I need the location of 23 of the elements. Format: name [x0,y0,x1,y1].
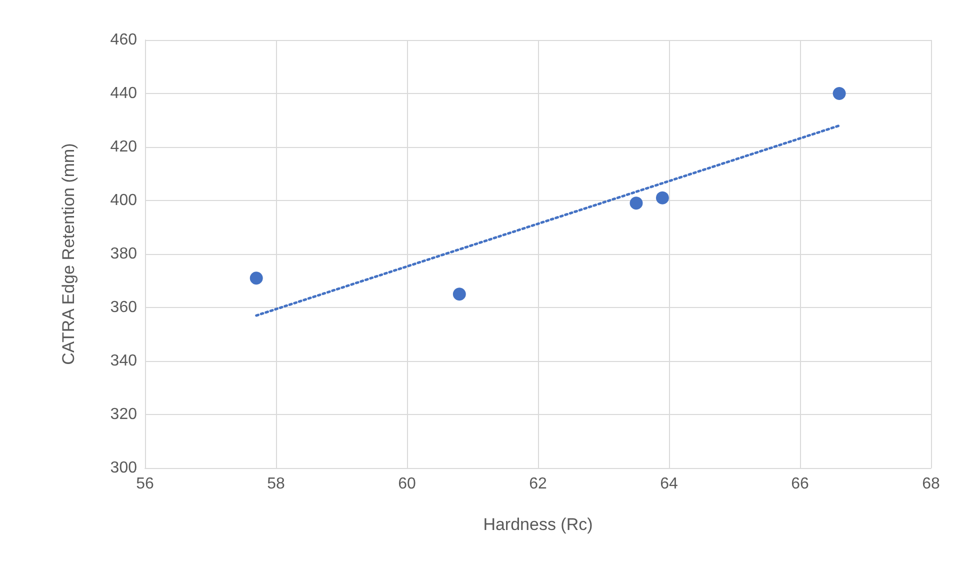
x-tick-label: 60 [398,476,416,492]
y-tick-label: 360 [110,299,138,316]
x-axis-title: Hardness (Rc) [483,515,593,534]
y-tick-label: 320 [110,406,138,423]
point [250,272,263,285]
y-tick-label: 460 [110,32,138,48]
y-tick-label: 420 [110,138,138,156]
y-tick-label: 340 [110,352,138,370]
x-tick-label: 58 [267,476,285,492]
y-tick-label: 300 [110,460,138,476]
x-tick-label: 64 [660,476,678,492]
y-tick-label: 440 [110,85,138,102]
y-tick-label: 380 [110,246,138,262]
x-tick-label: 68 [922,476,940,492]
x-tick-label: 56 [136,476,154,492]
point [452,288,466,301]
y-tick-label: 400 [110,192,138,209]
point [656,191,669,204]
point [832,87,846,100]
x-tick-label: 62 [529,476,547,492]
y-axis-title: CATRA Edge Retention (mm) [59,143,78,365]
x-tick-label: 66 [791,476,809,492]
point [630,196,643,210]
